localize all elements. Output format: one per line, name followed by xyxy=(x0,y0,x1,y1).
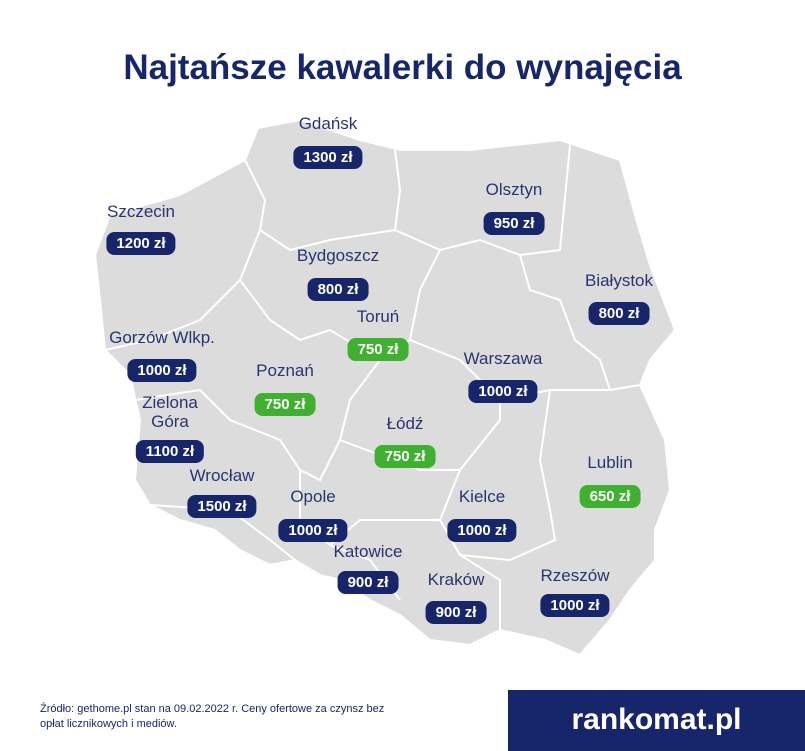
price-badge: 800 zł xyxy=(307,278,369,301)
city-name: Opole xyxy=(290,487,336,506)
city-name: Łódź xyxy=(386,414,424,433)
price-badge: 950 zł xyxy=(483,212,545,235)
city-name: Gdańsk xyxy=(298,114,358,133)
price-badge: 800 zł xyxy=(588,302,650,325)
price-badge: 1000 zł xyxy=(278,519,348,542)
logo-box: rankomat.pl xyxy=(508,690,805,751)
city-name: Katowice xyxy=(333,542,403,561)
price-badge: 750 zł xyxy=(347,338,409,361)
city-name: Kraków xyxy=(427,570,485,589)
city-name: Szczecin xyxy=(106,202,176,221)
city-name: Warszawa xyxy=(463,349,543,368)
price-badge: 1000 zł xyxy=(540,594,610,617)
logo: rankomat.pl xyxy=(571,703,742,736)
price-badge: 650 zł xyxy=(579,485,641,508)
price-badge: 1000 zł xyxy=(468,380,538,403)
city-name: Zielona Góra xyxy=(142,393,198,431)
city-name: Kielce xyxy=(458,487,506,506)
city-name: Gorzów Wlkp. xyxy=(109,328,215,347)
city-name: Rzeszów xyxy=(540,566,610,585)
city-name: Poznań xyxy=(256,361,314,380)
price-badge: 1000 zł xyxy=(127,359,197,382)
price-badge: 900 zł xyxy=(337,571,399,594)
city-name: Bydgoszcz xyxy=(296,246,380,265)
source-note: Źródło: gethome.pl stan na 09.02.2022 r.… xyxy=(40,703,385,730)
city-name: Lublin xyxy=(587,453,633,472)
title: Najtańsze kawalerki do wynajęcia xyxy=(123,48,682,87)
city-name: Olsztyn xyxy=(485,180,543,199)
price-badge: 1200 zł xyxy=(106,232,176,255)
price-badge: 1100 zł xyxy=(135,440,205,463)
city-name: Wrocław xyxy=(189,466,255,485)
city-name: Białystok xyxy=(584,271,654,290)
price-badge: 750 zł xyxy=(254,393,316,416)
price-badge: 750 zł xyxy=(374,445,436,468)
city-name: Toruń xyxy=(356,307,400,326)
price-badge: 1500 zł xyxy=(187,495,257,518)
price-badge: 1300 zł xyxy=(293,146,363,169)
price-badge: 900 zł xyxy=(425,601,487,624)
price-badge: 1000 zł xyxy=(447,519,517,542)
